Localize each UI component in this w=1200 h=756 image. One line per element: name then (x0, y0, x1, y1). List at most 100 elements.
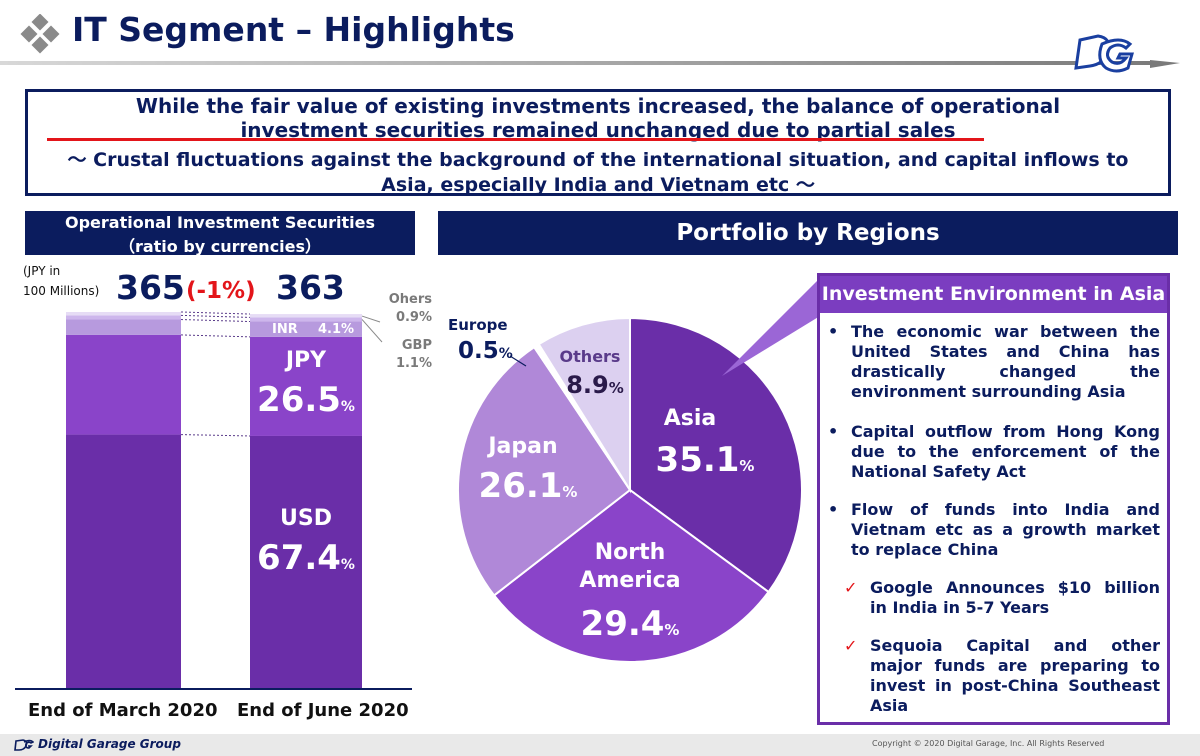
headline-subline: Asia, especially India and Vietnam etc ～ (381, 174, 815, 196)
unit-label-line1: (JPY in (23, 264, 61, 278)
gbp-label: GBP (401, 338, 432, 353)
dg-logo (1074, 34, 1134, 73)
pie-slice-others (537, 316, 631, 494)
leader-line (361, 315, 381, 323)
x-tick-label: End of June 2020 (237, 700, 409, 721)
headline-subline: ～ Crustal fluctuations against the backg… (67, 149, 1129, 171)
europe-leader-line (509, 355, 527, 367)
pie-slice-japan (457, 345, 632, 597)
asia-slice-value: 35.1% (640, 440, 770, 480)
checkmark-icon: ✓ (844, 578, 858, 597)
north-america-slice-label: North (594, 540, 666, 565)
jpy-value-number: 26.5 (257, 380, 341, 420)
callout-check-item: ✓ Google Announces $10 billion in India i… (828, 578, 1160, 618)
leader-line (361, 319, 383, 343)
usd-segment-value: 67.4% (250, 538, 362, 578)
bullet-text: Capital outflow from Hong Kong due to th… (851, 422, 1160, 481)
headline-underline (47, 138, 984, 141)
percent-sign: % (498, 346, 513, 362)
inr-segment-value: 4.1% (318, 322, 355, 337)
usd-segment-label: USD (280, 506, 332, 531)
others-slice-value: 8.9% (555, 371, 635, 399)
right-section-header: Portfolio by Regions (438, 211, 1178, 255)
percent-sign: % (418, 356, 432, 371)
footer-copyright: Copyright © 2020 Digital Garage, Inc. Al… (872, 739, 1105, 748)
callout-title: Investment Environment in Asia (820, 276, 1167, 313)
total-june: 363 (276, 268, 345, 307)
checkmark-icon: ✓ (844, 636, 858, 655)
callout-pointer (722, 278, 820, 376)
bar-segment-usd-june (250, 435, 362, 688)
title-rule (0, 60, 1180, 68)
check-text: Google Announces $10 billion in India in… (870, 578, 1160, 617)
headline-box: While the fair value of existing investm… (25, 89, 1171, 196)
bullet-dot-icon: • (828, 322, 839, 341)
unit-label-line2: 100 Millions) (23, 284, 100, 298)
jpy-segment-label: JPY (285, 348, 327, 373)
north-america-slice-label: America (579, 568, 681, 593)
bullet-text: Flow of funds into India and Vietnam etc… (851, 500, 1160, 559)
percent-sign: % (418, 310, 432, 325)
others-currency-value: 0.9% (380, 310, 432, 325)
currency-bar-chart (15, 311, 412, 690)
asia-value-number: 35.1 (655, 440, 740, 480)
japan-value-number: 26.1 (478, 466, 563, 506)
unit-label: (JPY in 100 Millions) (23, 261, 99, 301)
footer-brand: Digital Garage Group (38, 737, 181, 751)
bar-segment-others-june (250, 314, 362, 318)
callout-bullet: • Capital outflow from Hong Kong due to t… (828, 422, 1160, 482)
bar-segment-others-march (66, 312, 181, 316)
bar-connector-line (180, 311, 251, 315)
usd-value-number: 67.4 (257, 538, 341, 578)
europe-slice-label: Europe (448, 316, 508, 334)
diamond-bullet-icon (20, 14, 60, 54)
change-label: (-1%) (186, 278, 256, 304)
others-pie-value-number: 8.9 (566, 371, 609, 399)
bullet-text: The economic war between the United Stat… (851, 322, 1160, 401)
percent-sign: % (608, 379, 624, 397)
japan-slice-label: Japan (488, 434, 558, 459)
left-header-subtitle: （ratio by currencies） (118, 237, 322, 256)
footer-logo-icon (14, 739, 34, 751)
region-pie-chart (457, 316, 803, 663)
percent-sign: % (562, 483, 578, 501)
gbp-value: 1.1% (380, 356, 432, 371)
japan-slice-value: 26.1% (468, 466, 588, 506)
callout-bullet: • Flow of funds into India and Vietnam et… (828, 500, 1160, 560)
bar-segment-gbp-march (66, 315, 181, 320)
footer-bar (0, 734, 1200, 756)
gbp-value-number: 1.1 (395, 356, 419, 371)
others-value-number: 0.9 (395, 310, 419, 325)
bar-segment-inr-march (66, 319, 181, 335)
pie-slice-asia (629, 316, 803, 594)
asia-slice-label: Asia (663, 406, 717, 431)
total-march: 365 (116, 268, 185, 307)
inr-segment-label: INR (272, 322, 298, 337)
bar-connector-line (180, 334, 251, 338)
pie-slice-north-america (492, 488, 770, 663)
others-currency-label: Ohers (388, 292, 432, 307)
left-section-header: Operational Investment Securities （ratio… (25, 211, 415, 256)
x-tick-label: End of March 2020 (28, 700, 218, 721)
page-title: IT Segment – Highlights (72, 10, 515, 49)
bar-segment-jpy-june (250, 336, 362, 436)
bar-connector-line (180, 314, 251, 318)
bullet-dot-icon: • (828, 500, 839, 519)
percent-sign: % (664, 621, 680, 639)
bar-segment-jpy-march (66, 334, 181, 435)
headline-line: While the fair value of existing investm… (135, 94, 1061, 118)
callout-bullet: • The economic war between the United Sta… (828, 322, 1160, 402)
bar-segment-usd-march (66, 434, 181, 688)
europe-value-number: 0.5 (458, 338, 499, 364)
percent-sign: % (340, 399, 355, 415)
percent-sign: % (739, 457, 755, 475)
bar-segment-inr-june (250, 321, 362, 337)
others-slice-label: Others (559, 347, 621, 366)
callout-check-item: ✓ Sequoia Capital and other major funds a… (828, 636, 1160, 716)
na-value-number: 29.4 (580, 604, 665, 644)
left-header-title: Operational Investment Securities (64, 213, 376, 232)
bar-connector-line (180, 319, 251, 323)
europe-slice-value: 0.5% (458, 338, 513, 364)
check-text: Sequoia Capital and other major funds ar… (870, 636, 1160, 715)
jpy-segment-value: 26.5% (250, 380, 362, 420)
